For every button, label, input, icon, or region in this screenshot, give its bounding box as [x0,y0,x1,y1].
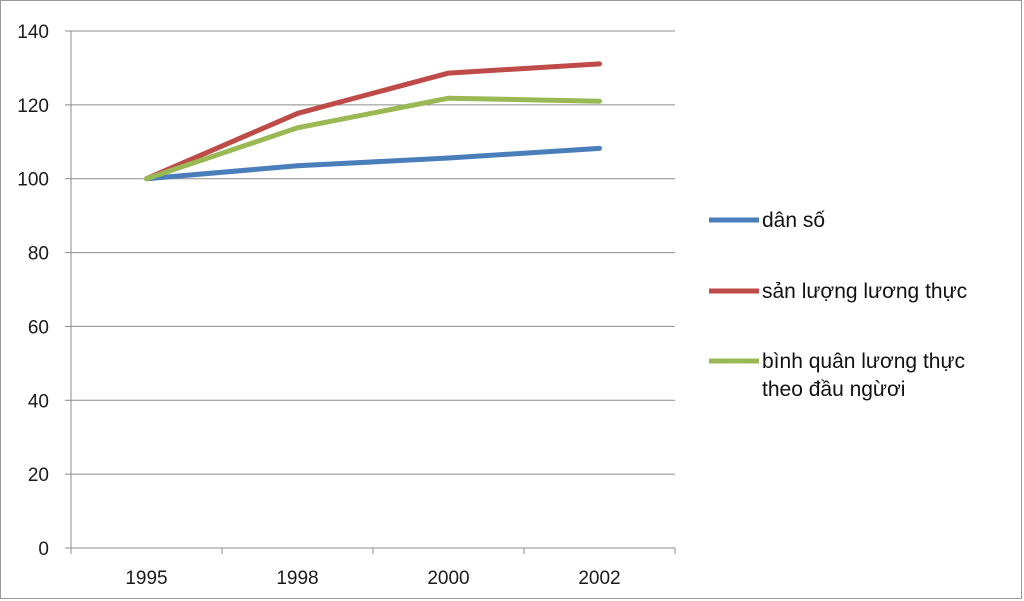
legend-label-binh-quan-luong-thuc: bình quân lương thực [762,350,965,373]
y-tick-label: 20 [28,465,49,486]
y-tick-label: 120 [17,96,49,117]
y-tick-label: 140 [17,22,49,43]
legend-label-binh-quan-luong-thuc: theo đầu ngừơi [762,378,905,401]
y-tick-label: 80 [28,244,49,265]
y-tick-label: 60 [28,317,49,338]
x-tick-label: 1998 [276,568,318,589]
x-tick-label: 2002 [578,568,620,589]
y-tick-label: 0 [38,539,49,560]
x-tick-label: 2000 [427,568,469,589]
y-tick-label: 40 [28,391,49,412]
legend-label-dan-so: dân số [762,209,825,232]
x-tick-label: 1995 [125,568,167,589]
legend-label-san-luong-luong-thuc: sản lượng lương thực [762,280,967,303]
series-line-binh-quan-luong-thuc [147,98,600,179]
series-line-dan-so [147,148,600,178]
y-tick-label: 100 [17,170,49,191]
